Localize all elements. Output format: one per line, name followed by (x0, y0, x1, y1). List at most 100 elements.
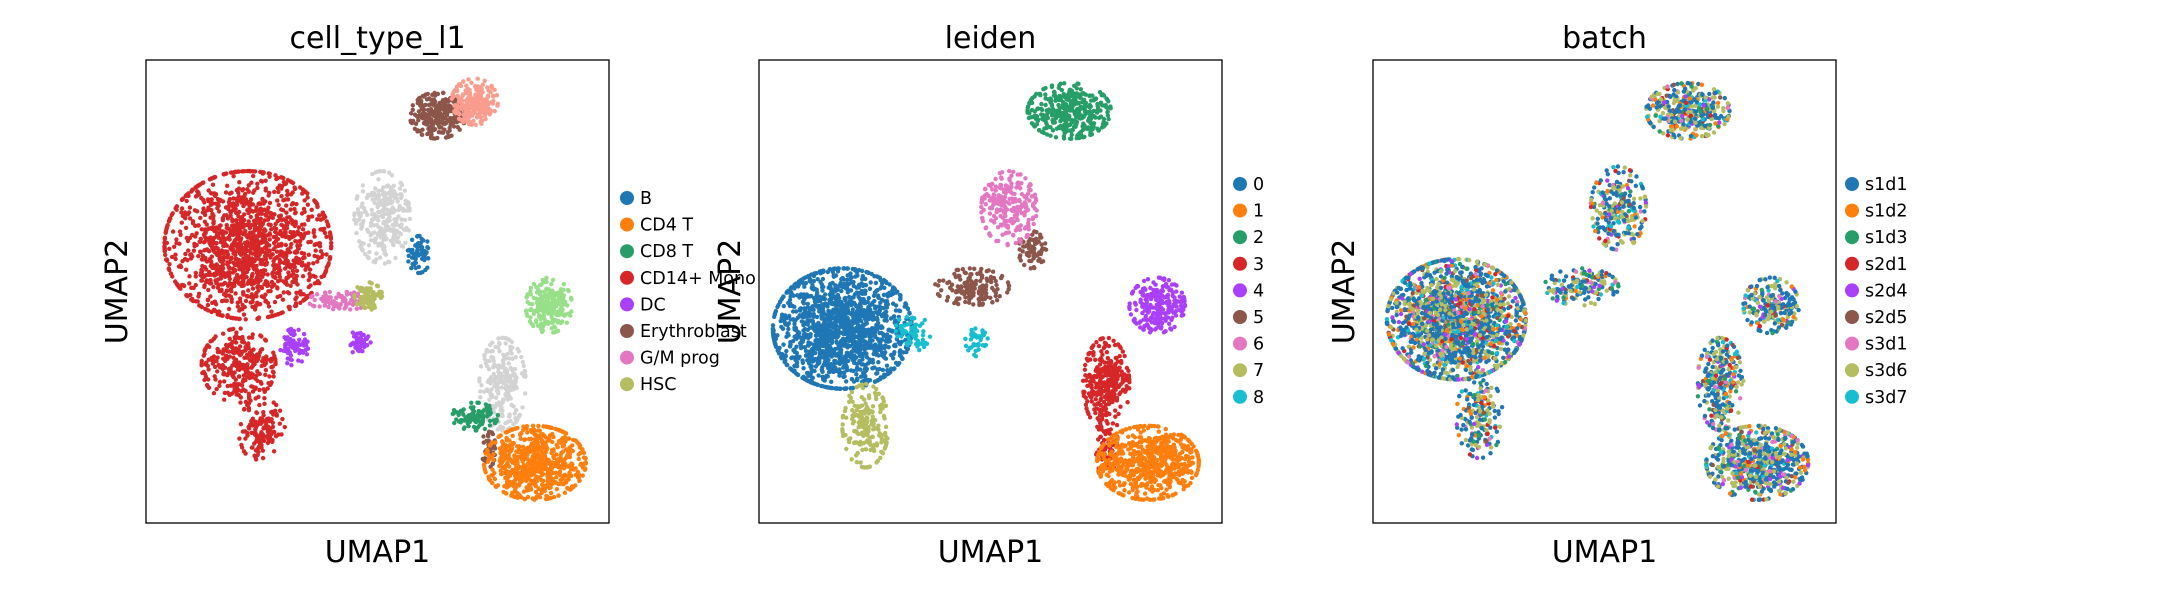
data-point (222, 397, 227, 402)
data-point (420, 110, 426, 116)
data-point (184, 235, 189, 241)
data-point (215, 282, 221, 287)
data-point (497, 403, 503, 408)
data-point (478, 389, 483, 394)
data-point (262, 388, 268, 394)
data-point (242, 265, 248, 271)
data-point (367, 287, 373, 292)
data-point (494, 364, 499, 369)
data-point (259, 381, 264, 386)
data-point (531, 468, 536, 473)
data-point (288, 340, 293, 345)
data-point (264, 281, 269, 286)
data-point (403, 240, 408, 245)
data-point (240, 274, 246, 280)
data-point (537, 458, 542, 463)
data-point (539, 488, 544, 493)
data-point (275, 279, 281, 284)
data-point (255, 185, 260, 191)
data-point (207, 344, 212, 349)
data-point (206, 226, 212, 231)
data-point (451, 89, 456, 95)
data-point (538, 289, 544, 294)
data-point (227, 293, 232, 298)
data-point (548, 490, 554, 496)
data-point (534, 318, 539, 323)
data-point (297, 337, 302, 342)
data-point (416, 241, 421, 246)
data-point (367, 301, 372, 306)
data-point (236, 393, 242, 398)
data-point (284, 203, 289, 208)
data-point (511, 440, 516, 446)
data-point (223, 205, 229, 210)
data-point (237, 241, 243, 246)
data-point (560, 436, 565, 441)
data-point (237, 180, 242, 185)
data-point (550, 277, 556, 283)
data-point (281, 179, 287, 185)
data-point (487, 443, 493, 448)
data-point (409, 120, 415, 126)
data-point (199, 360, 204, 366)
data-point (177, 241, 182, 246)
data-point (271, 262, 276, 268)
data-point (235, 300, 240, 305)
data-point (547, 478, 553, 483)
data-point (443, 135, 449, 140)
data-point (260, 417, 265, 422)
data-point (220, 274, 225, 279)
data-point (261, 425, 266, 430)
data-point (165, 223, 170, 228)
data-point (513, 465, 519, 470)
data-point (283, 242, 288, 248)
data-point (549, 326, 554, 331)
data-point (514, 454, 520, 460)
data-point (178, 264, 184, 270)
data-point (297, 185, 303, 190)
data-point (537, 495, 543, 500)
data-point (223, 230, 229, 235)
data-point (505, 460, 510, 466)
data-point (410, 261, 415, 267)
data-point (183, 216, 188, 221)
data-point (169, 254, 175, 260)
data-point (174, 204, 179, 209)
data-point (816, 373, 821, 378)
data-point (519, 354, 524, 360)
data-point (222, 390, 228, 396)
data-point (449, 96, 454, 102)
data-point (190, 232, 195, 238)
data-point (180, 259, 185, 264)
data-point (490, 355, 496, 360)
data-point (302, 222, 307, 227)
data-point (191, 248, 197, 253)
data-point (259, 223, 264, 229)
data-point (354, 306, 359, 311)
data-point (350, 330, 355, 335)
data-point (479, 383, 484, 388)
data-point (200, 197, 206, 202)
data-point (188, 256, 194, 261)
data-point (284, 210, 289, 215)
data-point (258, 333, 263, 338)
data-point (167, 246, 172, 251)
data-point (273, 229, 278, 235)
data-point (459, 101, 465, 107)
data-point (532, 460, 537, 465)
data-point (355, 207, 361, 212)
data-point (278, 249, 283, 254)
data-point (365, 192, 371, 197)
data-point (266, 222, 271, 227)
data-point (241, 270, 246, 275)
data-point (275, 285, 280, 290)
data-point (569, 473, 574, 478)
data-point (533, 489, 539, 495)
data-point (525, 430, 530, 435)
data-point (253, 305, 258, 310)
data-point (506, 361, 511, 366)
data-point (268, 429, 273, 434)
data-point (484, 387, 490, 392)
data-point (305, 202, 310, 207)
data-point (253, 425, 259, 430)
